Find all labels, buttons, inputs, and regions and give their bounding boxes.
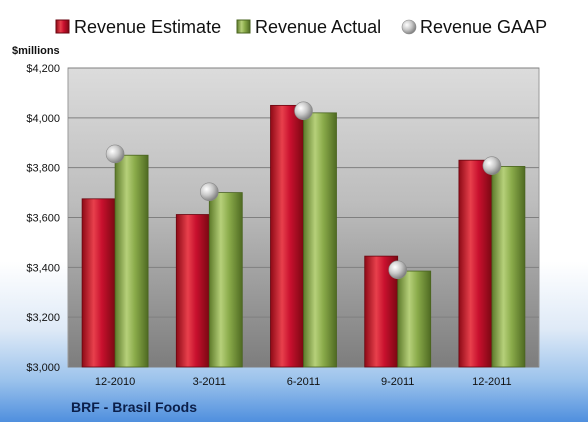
marker-revenue-gaap: [482, 156, 502, 175]
marker-revenue-gaap: [200, 182, 219, 202]
y-tick-label: $3,200: [26, 312, 60, 324]
legend-swatch: [236, 19, 251, 34]
bar-revenue-estimate: [270, 104, 304, 368]
x-tick-label: 12-2011: [472, 376, 512, 388]
bar-revenue-actual: [397, 270, 432, 368]
x-tick-label: 3-2011: [193, 376, 226, 388]
marker-revenue-gaap: [294, 101, 313, 121]
y-tick-label: $3,600: [26, 213, 60, 225]
company-name: BRF - Brasil Foods: [71, 399, 197, 415]
y-tick-label: $4,000: [26, 113, 60, 125]
y-tick-label: $3,000: [26, 362, 60, 374]
y-tick-label: $4,200: [26, 63, 60, 75]
bar-revenue-estimate: [81, 198, 116, 368]
legend-label: Revenue Estimate: [74, 17, 221, 37]
bar-revenue-actual: [491, 166, 526, 368]
x-axis-ticks: 12-2010 3-2011 6-2011 9-2011 12-2011: [95, 376, 512, 388]
y-axis-ticks: $3,000 $3,200 $3,400 $3,600 $3,800 $4,000 $4,2…: [26, 63, 60, 374]
bar-revenue-actual: [208, 192, 243, 368]
bar-revenue-actual: [303, 112, 337, 368]
y-tick-label: $3,800: [26, 163, 60, 175]
legend: Revenue Estimate Revenue Actual Revenue GA…: [55, 17, 547, 37]
bars: [81, 104, 526, 368]
legend-label: Revenue Actual: [255, 17, 381, 37]
legend-swatch: [401, 19, 417, 35]
legend-label: Revenue GAAP: [420, 17, 547, 37]
bar-revenue-actual: [114, 154, 149, 368]
marker-revenue-gaap: [105, 144, 125, 164]
x-tick-label: 12-2010: [95, 376, 135, 388]
x-tick-label: 9-2011: [381, 376, 414, 388]
bar-revenue-estimate: [175, 214, 210, 368]
gaap-markers: [105, 101, 502, 280]
y-axis-unit-label: $millions: [12, 45, 60, 57]
x-tick-label: 6-2011: [287, 376, 320, 388]
marker-revenue-gaap: [388, 260, 408, 280]
legend-swatch: [55, 19, 70, 34]
bar-revenue-estimate: [458, 159, 493, 368]
y-tick-label: $3,400: [26, 262, 60, 274]
